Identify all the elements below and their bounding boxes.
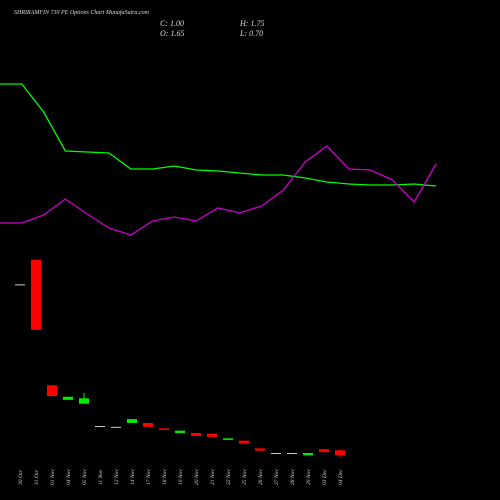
candle-body bbox=[271, 452, 281, 454]
x-tick-label: 31 Oct bbox=[34, 470, 40, 486]
x-tick-label: 21 Nov bbox=[210, 469, 216, 485]
candle-body bbox=[175, 430, 185, 433]
x-tick-label: 25 Nov bbox=[242, 469, 248, 485]
x-tick-label: 04 Dec bbox=[337, 469, 344, 485]
x-tick-label: 27 Nov bbox=[274, 469, 280, 485]
low-info: L: 0.70 bbox=[239, 29, 263, 38]
candle-body bbox=[255, 448, 265, 451]
candle-body bbox=[31, 259, 41, 330]
candle-body bbox=[95, 426, 105, 428]
candle-body bbox=[79, 398, 89, 404]
candle-body bbox=[319, 449, 329, 453]
candle-body bbox=[207, 433, 217, 437]
high-info: H: 1.75 bbox=[239, 19, 264, 28]
candle-body bbox=[127, 419, 137, 423]
candle-body bbox=[111, 426, 121, 428]
candle-body bbox=[239, 440, 249, 444]
x-tick-label: 26 Nov bbox=[258, 469, 264, 485]
candle-body bbox=[287, 452, 297, 454]
candle-body bbox=[143, 422, 153, 427]
x-tick-label: 28 Nov bbox=[290, 469, 296, 485]
x-tick-label: 01 Nov bbox=[50, 469, 56, 485]
candle-body bbox=[15, 284, 25, 286]
candle-body bbox=[223, 438, 233, 440]
x-tick-label: 22 Nov bbox=[226, 469, 232, 485]
x-tick-label: 04 Nov bbox=[65, 469, 72, 485]
candle-body bbox=[159, 428, 169, 430]
candle-body bbox=[191, 432, 201, 437]
candle-body bbox=[303, 452, 313, 456]
x-tick-label: 19 Nov bbox=[178, 469, 184, 485]
candle-body bbox=[335, 450, 345, 456]
candle-body bbox=[47, 385, 57, 397]
x-tick-label: 29 Nov bbox=[306, 469, 312, 485]
line bbox=[0, 83, 437, 187]
line bbox=[0, 145, 437, 236]
open-info: O: 1.65 bbox=[160, 29, 184, 38]
x-tick-label: 12 Nov bbox=[114, 469, 120, 485]
chart-title: SHRIRAMFIN 730 PE Options Chart MunafaSu… bbox=[14, 9, 150, 16]
candle-body bbox=[63, 396, 73, 400]
x-tick-label: 30 Oct bbox=[18, 470, 24, 486]
x-tick-label: 20 Nov bbox=[194, 469, 200, 485]
x-tick-label: 05 Nov bbox=[82, 469, 88, 485]
x-tick-label: 11 Nov bbox=[98, 469, 104, 485]
x-tick-label: 18 Nov bbox=[162, 469, 168, 485]
x-tick-label: 03 Dec bbox=[322, 469, 328, 485]
close-info: C: 1.00 bbox=[160, 19, 184, 28]
x-tick-label: 17 Nov bbox=[146, 469, 152, 485]
x-tick-label: 14 Nov bbox=[129, 469, 136, 485]
